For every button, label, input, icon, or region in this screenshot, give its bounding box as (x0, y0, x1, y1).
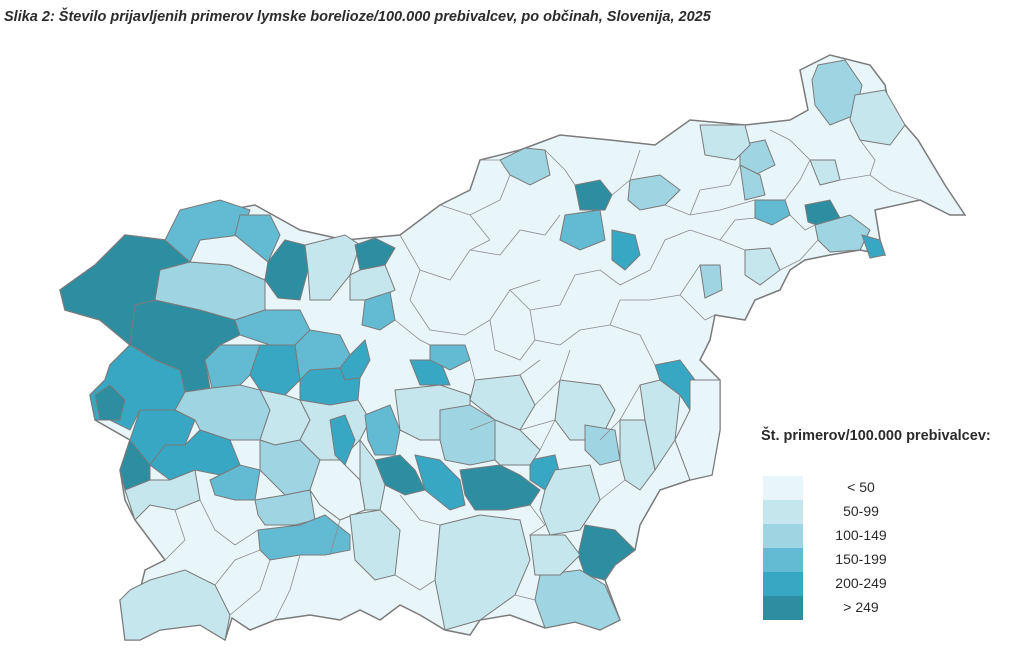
municipality[interactable] (364, 404, 401, 456)
municipality[interactable] (539, 464, 601, 536)
municipality[interactable] (744, 247, 781, 286)
municipality[interactable] (739, 164, 766, 201)
legend-swatch (763, 500, 803, 524)
municipality[interactable] (861, 234, 886, 259)
municipality[interactable] (414, 454, 466, 511)
legend-label: < 50 (847, 479, 875, 495)
municipality[interactable] (699, 264, 723, 299)
municipality[interactable] (329, 414, 356, 466)
map-title: Slika 2: Število prijavljenih primerov l… (4, 9, 711, 25)
municipality[interactable] (584, 424, 621, 466)
legend-title: Št. primerov/100.000 prebivalcev: (761, 428, 991, 444)
legend-label: 150-199 (835, 551, 887, 567)
legend-item: 50-99 (763, 500, 963, 524)
municipality[interactable] (611, 229, 641, 271)
municipality[interactable] (354, 237, 396, 271)
municipality[interactable] (534, 569, 621, 631)
municipality[interactable] (304, 234, 361, 301)
municipality[interactable] (739, 139, 776, 176)
municipality[interactable] (574, 179, 613, 211)
municipalities (59, 59, 906, 641)
municipality[interactable] (529, 534, 581, 576)
municipality[interactable] (119, 438, 151, 491)
municipality[interactable] (94, 384, 126, 421)
municipality[interactable] (577, 524, 636, 581)
legend-swatch (763, 572, 803, 596)
legend-swatch (763, 524, 803, 548)
choropleth-map (59, 54, 967, 642)
legend-label: > 249 (843, 599, 879, 615)
legend-label: 100-149 (835, 527, 887, 543)
municipality[interactable] (699, 124, 751, 161)
legend-swatch (763, 596, 803, 620)
legend-item: 100-149 (763, 524, 963, 548)
municipality[interactable] (439, 404, 496, 466)
municipality[interactable] (361, 291, 396, 331)
legend: < 50 50-99 100-149 150-199 200-249 > 249 (763, 476, 963, 620)
municipality[interactable] (257, 514, 351, 561)
legend-label: 50-99 (843, 503, 879, 519)
municipality[interactable] (119, 569, 231, 641)
municipality[interactable] (754, 199, 791, 226)
municipality[interactable] (429, 344, 471, 371)
municipality[interactable] (674, 379, 721, 481)
legend-item: < 50 (763, 476, 963, 500)
legend-item: 200-249 (763, 572, 963, 596)
municipality[interactable] (234, 214, 281, 263)
municipality[interactable] (849, 89, 906, 146)
municipality[interactable] (264, 239, 309, 301)
legend-swatch (763, 548, 803, 572)
municipality[interactable] (811, 59, 863, 126)
legend-swatch (763, 476, 803, 500)
municipal-boundaries (164, 129, 921, 621)
legend-item: 150-199 (763, 548, 963, 572)
legend-label: 200-249 (835, 575, 887, 591)
municipality[interactable] (559, 209, 606, 251)
legend-item: > 249 (763, 596, 963, 620)
